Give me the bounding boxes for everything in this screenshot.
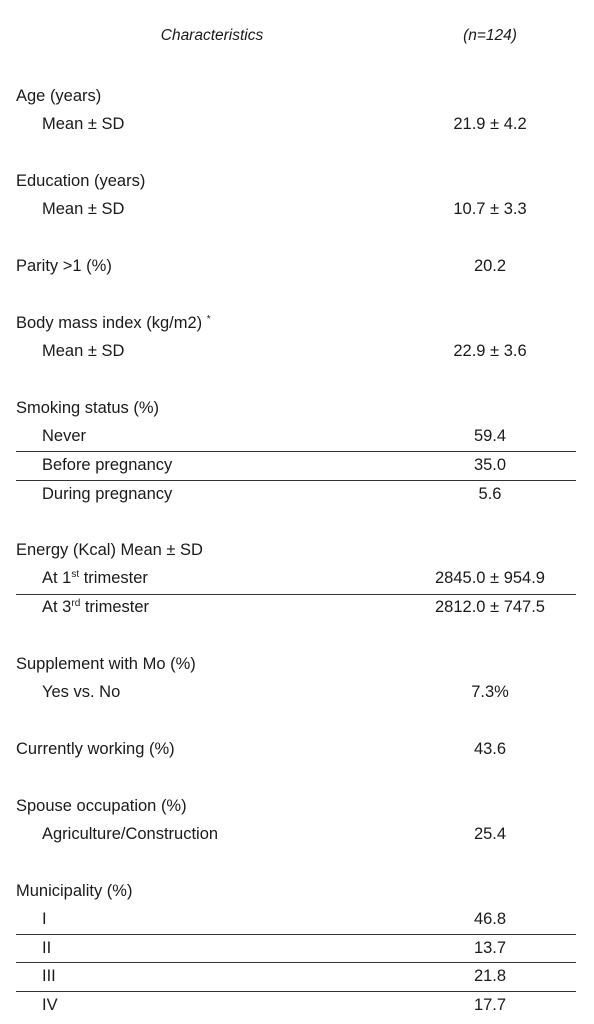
energy-t1-value: 2845.0 ± 954.9 <box>435 569 545 587</box>
smoking-before-label: Before pregnancy <box>42 456 173 474</box>
smoking-never-label: Never <box>42 427 87 445</box>
municipality-iii-label: III <box>42 967 56 985</box>
working-row: Currently working (%) 43.6 <box>0 737 594 765</box>
energy-t1-row: At 1st trimester 2845.0 ± 954.9 <box>0 566 594 594</box>
bmi-title: Body mass index (kg/m2) <box>16 314 203 332</box>
municipality-title: Municipality (%) <box>16 882 133 900</box>
supplement-row: Yes vs. No 7.3% <box>0 680 594 708</box>
header-n: (n=124) <box>463 27 517 44</box>
bmi-title-cell: Body mass index (kg/m2) * <box>16 314 211 333</box>
energy-t1-prefix: At 1 <box>42 569 72 587</box>
energy-t1-label: At 1st trimester <box>42 569 148 588</box>
energy-t3-row: At 3rd trimester 2812.0 ± 747.5 <box>0 595 594 623</box>
smoking-before-row: Before pregnancy 35.0 <box>0 453 594 481</box>
smoking-during-row: During pregnancy 5.6 <box>0 482 594 510</box>
row-divider <box>16 934 576 935</box>
smoking-never-value: 59.4 <box>473 427 507 445</box>
bmi-title-row: Body mass index (kg/m2) * <box>0 311 594 339</box>
row-divider <box>16 480 576 481</box>
parity-value: 20.2 <box>473 257 507 275</box>
bmi-footnote-marker: * <box>206 314 211 325</box>
spouse-row: Agriculture/Construction 25.4 <box>0 822 594 850</box>
municipality-i-value: 46.8 <box>473 910 507 928</box>
bmi-stat-row: Mean ± SD 22.9 ± 3.6 <box>0 339 594 367</box>
municipality-title-row: Municipality (%) <box>0 879 594 907</box>
header-row: Characteristics (n=124) <box>0 24 594 52</box>
row-divider <box>16 451 576 452</box>
smoking-before-value: 35.0 <box>473 456 507 474</box>
municipality-ii-value: 13.7 <box>473 939 507 957</box>
supplement-label: Yes vs. No <box>42 683 121 701</box>
supplement-title-row: Supplement with Mo (%) <box>0 652 594 680</box>
municipality-iii-row: III 21.8 <box>0 964 594 992</box>
energy-t1-suffix: trimester <box>79 569 148 587</box>
municipality-i-row: I 46.8 <box>0 907 594 935</box>
education-stat-row: Mean ± SD 10.7 ± 3.3 <box>0 197 594 225</box>
spouse-title-row: Spouse occupation (%) <box>0 794 594 822</box>
municipality-iii-value: 21.8 <box>473 967 507 985</box>
supplement-title: Supplement with Mo (%) <box>16 655 196 673</box>
age-value: 21.9 ± 4.2 <box>453 115 527 133</box>
education-title: Education (years) <box>16 172 146 190</box>
age-stat-label: Mean ± SD <box>42 115 125 133</box>
parity-title: Parity >1 (%) <box>16 257 112 275</box>
row-divider <box>16 991 576 992</box>
spouse-title: Spouse occupation (%) <box>16 797 187 815</box>
smoking-title-row: Smoking status (%) <box>0 396 594 424</box>
age-title-row: Age (years) <box>0 84 594 112</box>
education-value: 10.7 ± 3.3 <box>453 200 527 218</box>
municipality-ii-label: II <box>42 939 52 957</box>
working-title: Currently working (%) <box>16 740 175 758</box>
row-divider <box>16 962 576 963</box>
age-title: Age (years) <box>16 87 102 105</box>
smoking-never-row: Never 59.4 <box>0 424 594 452</box>
supplement-value: 7.3% <box>471 683 509 701</box>
energy-title-row: Energy (Kcal) Mean ± SD <box>0 538 594 566</box>
parity-row: Parity >1 (%) 20.2 <box>0 254 594 282</box>
bmi-stat-label: Mean ± SD <box>42 342 125 360</box>
spouse-label: Agriculture/Construction <box>42 825 219 843</box>
energy-t1-sup: st <box>71 569 80 580</box>
energy-t3-label: At 3rd trimester <box>42 598 149 617</box>
municipality-i-label: I <box>42 910 47 928</box>
header-characteristics: Characteristics <box>160 27 264 44</box>
spouse-value: 25.4 <box>473 825 507 843</box>
municipality-iv-label: IV <box>42 996 58 1014</box>
bmi-value: 22.9 ± 3.6 <box>453 342 527 360</box>
energy-t3-suffix: trimester <box>80 598 150 616</box>
energy-t3-value: 2812.0 ± 747.5 <box>435 598 545 616</box>
education-stat-label: Mean ± SD <box>42 200 125 218</box>
age-stat-row: Mean ± SD 21.9 ± 4.2 <box>0 112 594 140</box>
row-divider <box>16 594 576 595</box>
smoking-during-label: During pregnancy <box>42 485 173 503</box>
municipality-iv-row: IV 17.7 <box>0 993 594 1021</box>
energy-t3-sup: rd <box>71 598 81 609</box>
smoking-title: Smoking status (%) <box>16 399 160 417</box>
energy-title: Energy (Kcal) Mean ± SD <box>16 541 203 559</box>
smoking-during-value: 5.6 <box>478 485 502 503</box>
education-title-row: Education (years) <box>0 169 594 197</box>
energy-t3-prefix: At 3 <box>42 598 72 616</box>
municipality-ii-row: II 13.7 <box>0 936 594 964</box>
municipality-iv-value: 17.7 <box>473 996 507 1014</box>
working-value: 43.6 <box>473 740 507 758</box>
